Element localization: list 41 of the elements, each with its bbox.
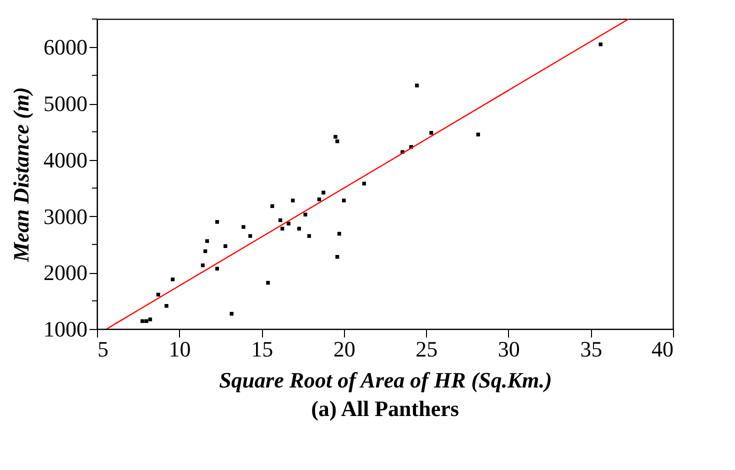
point (140, 319, 144, 323)
point (342, 198, 346, 202)
x-tick-label: 10 (168, 336, 191, 362)
point (307, 234, 312, 238)
point (230, 312, 234, 316)
y-tick-label: 3000 (44, 204, 88, 229)
y-tick-label: 2000 (44, 260, 88, 286)
y-tick-label: 6000 (44, 34, 88, 60)
y-axis-title: Mean Distance (m) (8, 87, 34, 263)
x-tick-label: 40 (652, 336, 674, 362)
point (266, 280, 270, 285)
point (290, 198, 295, 202)
x-tick-label: 15 (251, 336, 274, 362)
point (205, 239, 209, 243)
point (242, 225, 246, 229)
point (148, 318, 152, 322)
point (303, 212, 308, 216)
point (286, 222, 290, 226)
point (334, 134, 338, 139)
point (156, 292, 160, 296)
x-tick-label: 5 (98, 336, 108, 362)
point (322, 190, 326, 194)
y-tick-label: 5000 (44, 91, 88, 116)
point (297, 226, 301, 231)
point (362, 182, 366, 186)
x-tick-label: 25 (416, 336, 438, 362)
x-tick-label: 20 (333, 336, 356, 362)
point (144, 319, 148, 323)
point (248, 234, 252, 238)
point (164, 304, 168, 308)
point (415, 84, 419, 88)
x-axis-title: Square Root of Area of HR (Sq.Km.) (219, 368, 552, 392)
y-tick-label: 4000 (44, 147, 88, 172)
point (215, 220, 220, 224)
text: (a) All Panthers (311, 396, 460, 421)
point (598, 42, 602, 46)
x-tick-label: 30 (498, 336, 520, 362)
point (170, 278, 175, 282)
y-tick-label: 1000 (44, 316, 88, 342)
x-tick-label: 35 (580, 336, 602, 362)
point (476, 132, 480, 136)
